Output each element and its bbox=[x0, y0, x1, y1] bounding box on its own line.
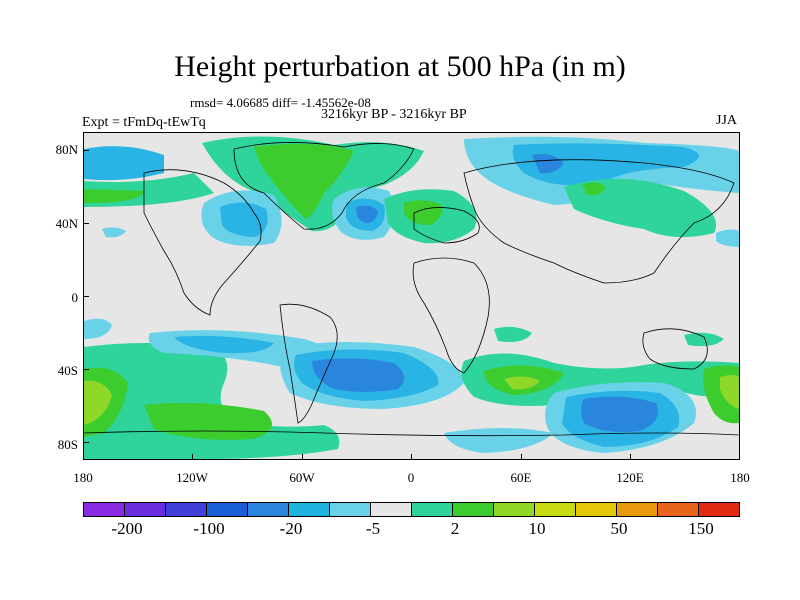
axis-tick bbox=[302, 454, 303, 460]
anomaly-region bbox=[84, 146, 164, 181]
anomaly-region bbox=[254, 143, 354, 219]
colorbar-swatch bbox=[288, 502, 330, 517]
lon-label: 120E bbox=[616, 470, 644, 485]
anomaly-region bbox=[564, 178, 716, 238]
anomaly-region bbox=[494, 326, 532, 342]
plot-title: Height perturbation at 500 hPa (in m) bbox=[174, 50, 626, 83]
anomaly-region bbox=[582, 182, 606, 196]
anomaly-region bbox=[581, 396, 658, 432]
anomaly-region bbox=[84, 343, 340, 459]
colorbar-label: 50 bbox=[610, 519, 628, 538]
height-field-map bbox=[84, 133, 739, 459]
lon-label: 60E bbox=[510, 470, 532, 485]
anomaly-region bbox=[84, 318, 112, 339]
anomaly-region bbox=[356, 205, 378, 223]
colorbar bbox=[83, 502, 740, 517]
anomaly-region bbox=[684, 332, 724, 347]
lon-label: 60W bbox=[289, 470, 315, 485]
lat-label: 40S bbox=[57, 363, 78, 378]
colorbar-label: -20 bbox=[279, 519, 303, 538]
colorbar-swatch bbox=[616, 502, 658, 517]
colorbar-swatch bbox=[411, 502, 453, 517]
colorbar-swatch bbox=[247, 502, 289, 517]
anomaly-region bbox=[504, 376, 540, 390]
lon-label: 180 bbox=[73, 470, 93, 485]
anomaly-region bbox=[720, 375, 739, 409]
axis-tick bbox=[83, 442, 89, 443]
colorbar-swatch bbox=[534, 502, 576, 517]
anomaly-region bbox=[444, 428, 554, 453]
axis-tick bbox=[192, 454, 193, 460]
anomaly-region bbox=[532, 154, 564, 174]
axis-tick bbox=[83, 150, 89, 151]
colorbar-swatch bbox=[657, 502, 699, 517]
colorbar-swatch bbox=[165, 502, 207, 517]
lat-label: 40N bbox=[55, 216, 78, 231]
anomaly-region bbox=[84, 189, 144, 203]
axis-tick bbox=[521, 454, 522, 460]
anomaly-region bbox=[512, 143, 699, 186]
colorbar-swatch bbox=[493, 502, 535, 517]
season-label: JJA bbox=[716, 113, 738, 128]
axis-tick bbox=[83, 223, 89, 224]
anomaly-region bbox=[84, 380, 112, 425]
anomaly-region bbox=[144, 403, 272, 440]
axis-tick bbox=[411, 454, 412, 460]
colorbar-swatch bbox=[206, 502, 248, 517]
axis-tick bbox=[630, 454, 631, 460]
colorbar-label: -100 bbox=[193, 519, 225, 538]
anomaly-region bbox=[312, 358, 405, 392]
lon-label: 180 bbox=[730, 470, 750, 485]
lat-label: 80N bbox=[55, 142, 78, 157]
colorbar-swatch bbox=[124, 502, 166, 517]
lat-label: 0 bbox=[71, 290, 79, 305]
colorbar-swatch bbox=[575, 502, 617, 517]
axis-tick bbox=[83, 369, 89, 370]
colorbar-swatch bbox=[370, 502, 412, 517]
anomaly-region bbox=[174, 335, 274, 354]
axis-tick bbox=[83, 296, 89, 297]
colorbar-label: -200 bbox=[111, 519, 143, 538]
colorbar-swatch bbox=[452, 502, 494, 517]
anomaly-region bbox=[404, 200, 443, 225]
colorbar-swatch bbox=[329, 502, 371, 517]
map-panel bbox=[83, 132, 740, 460]
lon-label: 0 bbox=[407, 470, 415, 485]
colorbar-label: 2 bbox=[450, 519, 460, 538]
colorbar-swatch bbox=[83, 502, 125, 517]
anomaly-region bbox=[220, 202, 268, 237]
anomaly-region bbox=[102, 227, 126, 238]
lat-label: 80S bbox=[57, 437, 78, 452]
coastlines bbox=[84, 142, 739, 437]
colorbar-label: 10 bbox=[528, 519, 546, 538]
colorbar-label: -5 bbox=[365, 519, 381, 538]
colorbar-label: 150 bbox=[688, 519, 714, 538]
anomaly-region bbox=[716, 229, 739, 247]
period-label: 3216kyr BP - 3216kyr BP bbox=[321, 107, 467, 122]
lon-label: 120W bbox=[176, 470, 208, 485]
stats-line: rmsd= 4.06685 diff= -1.45562e-08 bbox=[190, 95, 371, 110]
experiment-label: Expt = tFmDq-tEwTq bbox=[82, 115, 206, 130]
colorbar-swatch bbox=[698, 502, 740, 517]
